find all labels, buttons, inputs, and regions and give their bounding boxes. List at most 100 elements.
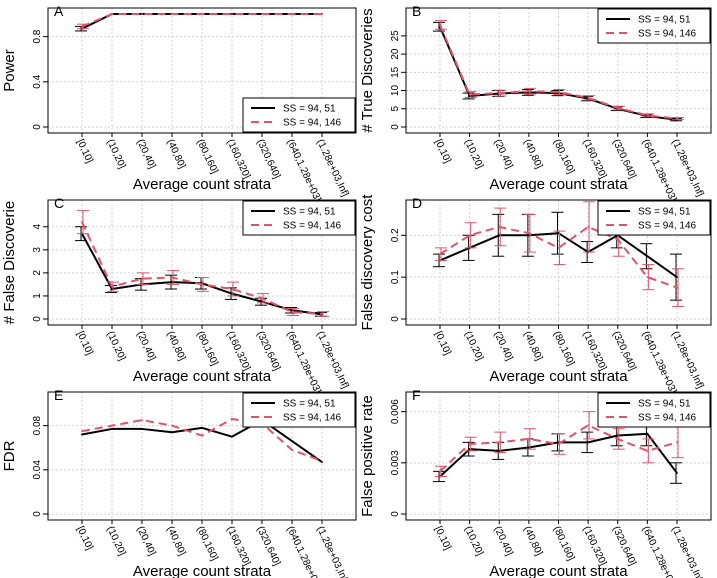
- y-axis-label: False positive rate: [359, 395, 376, 517]
- data-point: [141, 277, 143, 280]
- legend-box: [242, 200, 356, 236]
- data-point: [291, 309, 293, 312]
- y-tick-label: 20: [390, 48, 401, 60]
- x-axis-label: Average count strata: [133, 563, 272, 578]
- data-point: [587, 441, 590, 444]
- grid: [406, 200, 711, 325]
- data-point: [171, 13, 173, 15]
- data-point: [468, 448, 471, 451]
- x-axis-label: Average count strata: [489, 176, 628, 193]
- data-point: [231, 418, 233, 420]
- y-tick-label: 0.1: [390, 270, 401, 284]
- y-tick-label: 15: [390, 66, 401, 78]
- series-2: [77, 210, 329, 317]
- x-tick-label: (40,80]: [521, 330, 544, 363]
- y-tick-label: 25: [390, 30, 401, 42]
- legend-box: [597, 200, 711, 236]
- data-point: [111, 13, 113, 15]
- x-tick-label: (10,20]: [462, 330, 485, 363]
- legend: SS = 94, 51 SS = 94, 146: [597, 392, 711, 428]
- series-line: [439, 225, 678, 289]
- x-tick-label: (20,40]: [134, 330, 157, 363]
- y-tick-label: 0.8: [32, 29, 43, 43]
- panel-f: 0 0.003 0.006 [0,10] (10,20] (20,40] (40,80] (8…: [359, 387, 712, 578]
- y-tick-label: 0: [32, 511, 43, 517]
- y-tick-label: 2: [32, 270, 43, 276]
- x-tick-label: (80,160]: [194, 330, 220, 368]
- y-axis-label: Power: [1, 49, 18, 92]
- x-tick-label: (20,40]: [492, 525, 515, 558]
- data-point: [81, 430, 83, 433]
- y-tick-label: 5: [390, 106, 401, 112]
- x-tick-label: (80,160]: [194, 525, 220, 563]
- x-tick-label: [0,10]: [74, 138, 95, 166]
- x-tick-label: (160,320]: [580, 525, 608, 568]
- y-tick-label: 10: [390, 85, 401, 97]
- y-tick-label: 0.006: [390, 399, 401, 424]
- data-point: [468, 234, 471, 237]
- data-point: [111, 288, 113, 290]
- panel-c: 0 1 2 3 4 [0,10] (10,20] (20,40] (40,80] (80,160]…: [1, 195, 357, 396]
- y-tick-label: 0.04: [32, 460, 43, 480]
- data-point: [646, 255, 649, 258]
- data-point: [616, 107, 619, 109]
- data-point: [231, 292, 233, 295]
- data-point: [81, 433, 83, 436]
- x-tick-label: (320,640]: [254, 138, 282, 181]
- y-tick-label: 0.08: [32, 415, 43, 435]
- panel-d: 0 0.1 0.2 [0,10] (10,20] (20,40] (40,80] (80,16…: [359, 194, 712, 396]
- series-1: [433, 421, 682, 484]
- x-tick-label: (80,160]: [194, 138, 220, 176]
- data-point: [201, 283, 203, 286]
- data-point: [231, 288, 233, 290]
- data-point: [587, 424, 590, 427]
- data-point: [81, 221, 83, 224]
- legend-label: SS = 94, 146: [638, 413, 697, 424]
- series-line: [439, 24, 678, 120]
- data-point: [261, 300, 263, 303]
- data-point: [676, 472, 678, 474]
- data-point: [141, 419, 143, 421]
- y-axis-label: False discovery cost: [359, 194, 376, 331]
- data-point: [468, 95, 471, 97]
- data-point: [676, 117, 678, 120]
- data-point: [498, 234, 501, 237]
- data-point: [201, 426, 203, 429]
- x-tick-label: (40,80]: [164, 525, 187, 558]
- x-axis-label: Average count strata: [133, 368, 272, 385]
- data-point: [261, 13, 263, 15]
- data-point: [171, 431, 173, 434]
- data-point: [646, 432, 649, 435]
- data-point: [557, 232, 560, 235]
- x-tick-label: (40,80]: [164, 138, 187, 171]
- data-point: [616, 434, 619, 437]
- panel-b: 0 5 10 15 20 25 [0,10] (10,20] (20,40] (40,80] (80…: [359, 3, 712, 204]
- x-axis-label: Average count strata: [133, 176, 272, 193]
- y-axis-label: # True Discoveries: [359, 8, 376, 132]
- legend-label: SS = 94, 146: [283, 118, 342, 129]
- legend-label: SS = 94, 51: [283, 104, 336, 115]
- y-axis-label: # False Discoverie: [1, 201, 18, 324]
- x-tick-label: [0,10]: [432, 525, 453, 553]
- y-tick-label: 0: [390, 511, 401, 517]
- data-point: [676, 286, 678, 289]
- data-point: [321, 13, 323, 15]
- data-point: [616, 238, 619, 241]
- data-point: [587, 96, 590, 99]
- x-tick-label: (80,160]: [551, 330, 577, 368]
- x-tick-label: (1.28e+03,Inf]: [314, 525, 350, 578]
- x-tick-label: [0,10]: [432, 138, 453, 166]
- data-point: [439, 253, 441, 256]
- data-point: [468, 443, 471, 445]
- x-tick-label: (160,320]: [224, 330, 252, 373]
- x-axis-label: Average count strata: [489, 368, 628, 385]
- y-tick-label: 1: [32, 293, 43, 299]
- data-point: [527, 232, 530, 235]
- data-point: [201, 13, 203, 15]
- data-point: [171, 424, 173, 427]
- data-point: [527, 90, 530, 93]
- legend-label: SS = 94, 51: [283, 207, 336, 218]
- x-tick-label: (40,80]: [521, 525, 544, 558]
- x-tick-label: (160,320]: [224, 138, 252, 181]
